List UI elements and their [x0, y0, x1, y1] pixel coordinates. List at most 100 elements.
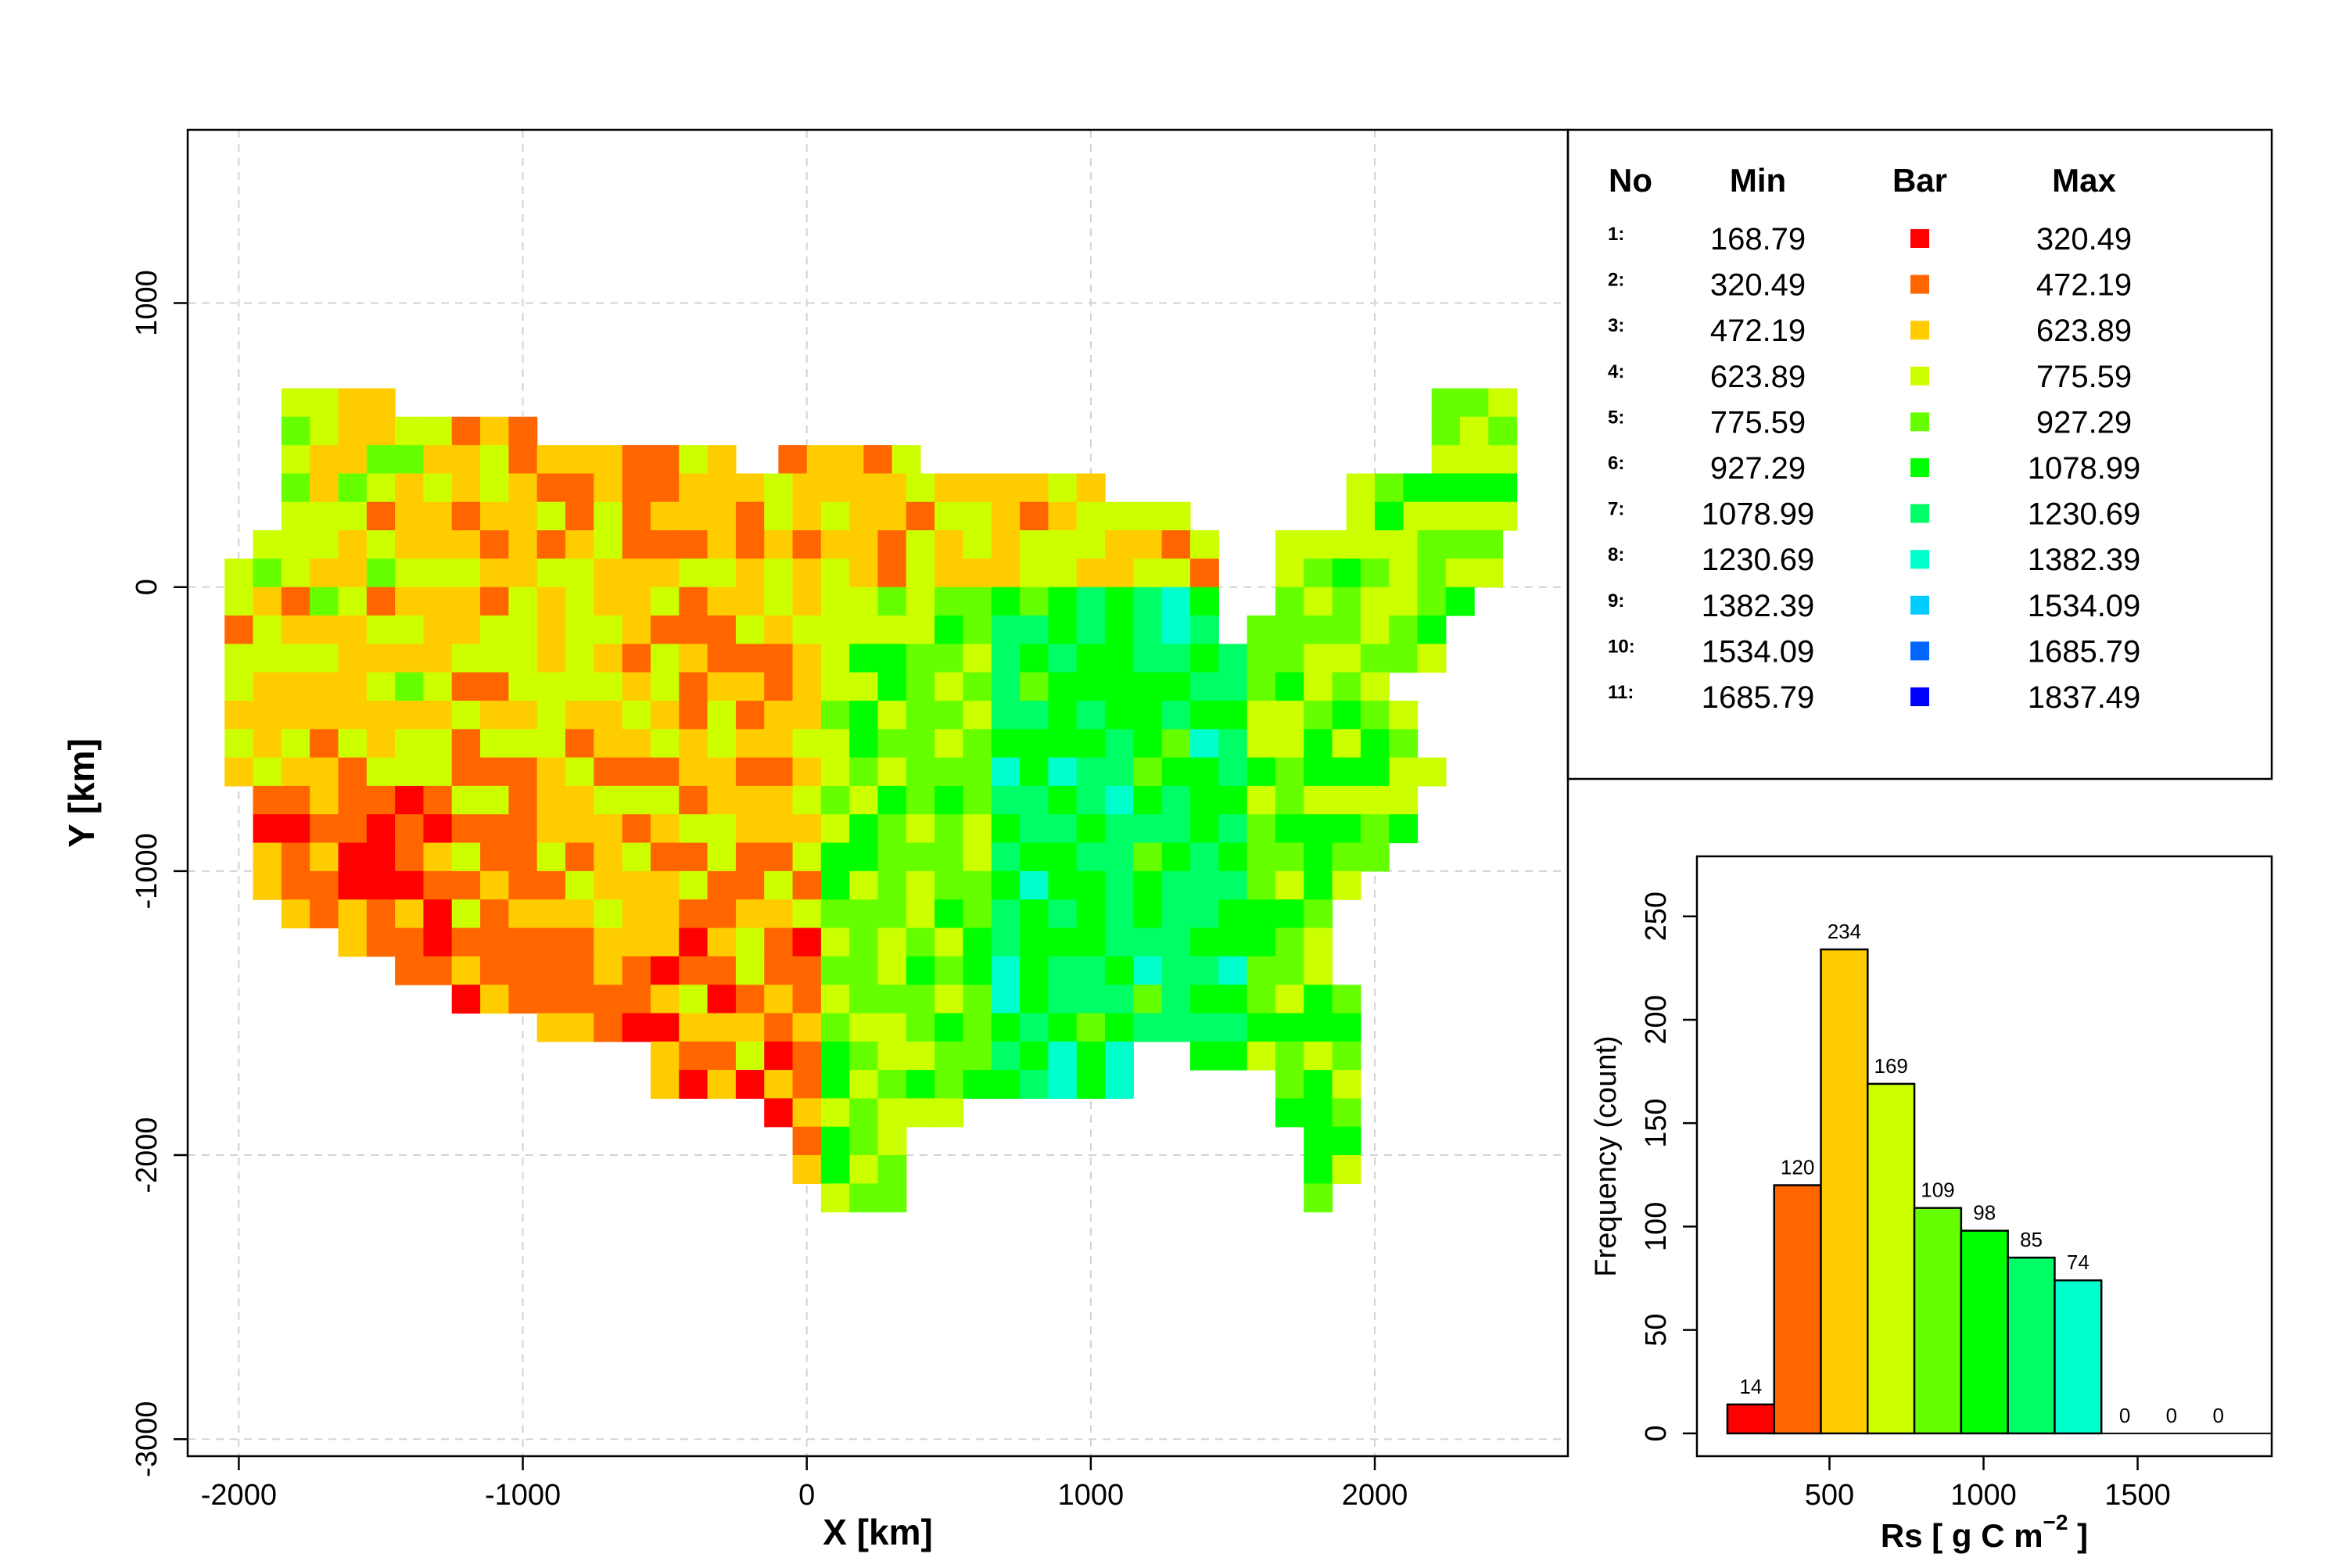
map-cell: [849, 530, 879, 559]
map-cell: [735, 1041, 765, 1071]
map-cell: [849, 1155, 879, 1184]
map-cell: [849, 501, 879, 531]
map-cell: [622, 757, 651, 787]
map-cell: [1076, 672, 1106, 701]
map-cell: [423, 928, 453, 957]
map-cell: [508, 814, 538, 844]
map-cell: [480, 928, 509, 957]
map-cell: [1304, 757, 1333, 787]
map-cell: [906, 501, 935, 531]
map-cell: [536, 1013, 566, 1042]
map-cell: [451, 757, 481, 787]
map-cell: [679, 814, 708, 844]
map-cell: [1332, 587, 1361, 616]
map-cell: [707, 644, 737, 673]
map-cell: [594, 672, 623, 701]
map-cell: [877, 870, 907, 900]
histogram-bar-label: 85: [2020, 1228, 2043, 1251]
map-cell: [1020, 473, 1049, 503]
map-cell: [508, 757, 538, 787]
map-cell: [650, 530, 680, 559]
map-cell: [1048, 644, 1078, 673]
legend-row-color-swatch: [1910, 458, 1929, 477]
map-cell: [1360, 814, 1390, 844]
map-cell: [679, 757, 708, 787]
map-cell: [366, 388, 396, 418]
map-cell: [735, 530, 765, 559]
map-cell: [338, 416, 368, 446]
map-cell: [735, 672, 765, 701]
map-cell: [338, 501, 368, 531]
map-cell: [508, 700, 538, 730]
map-cell: [877, 785, 907, 815]
legend-row-min: 168.79: [1710, 222, 1806, 257]
map-cell: [1076, 587, 1106, 616]
map-cell: [1189, 644, 1219, 673]
map-cell: [451, 672, 481, 701]
map-cell: [338, 729, 368, 759]
map-cell: [1275, 729, 1304, 759]
map-cell: [1417, 644, 1447, 673]
map-cell: [565, 445, 594, 475]
map-cell: [1218, 870, 1248, 900]
map-cell: [963, 1070, 992, 1100]
map-cell: [1275, 644, 1304, 673]
map-cell: [906, 985, 935, 1014]
map-cell: [991, 899, 1021, 929]
map-cell: [536, 757, 566, 787]
map-cell: [820, 1070, 850, 1100]
map-cell: [1105, 700, 1134, 730]
histogram-bar-label: 0: [2212, 1404, 2223, 1427]
map-cell: [1431, 501, 1461, 531]
map-cell: [1304, 842, 1333, 872]
map-x-tick-label: -2000: [201, 1479, 277, 1512]
map-cell: [707, 672, 737, 701]
map-cell: [1218, 757, 1248, 787]
map-cell: [423, 473, 453, 503]
map-cell: [963, 644, 992, 673]
map-cell: [991, 530, 1021, 559]
map-cell: [281, 501, 310, 531]
map-cell: [1189, 899, 1219, 929]
map-cell: [764, 644, 794, 673]
map-cell: [423, 870, 453, 900]
map-cell: [934, 473, 964, 503]
map-cell: [963, 558, 992, 588]
map-cell: [707, 899, 737, 929]
map-cell: [820, 672, 850, 701]
map-cell: [1275, 587, 1304, 616]
map-cell: [1275, 985, 1304, 1014]
map-cell: [594, 558, 623, 588]
map-cell: [735, 473, 765, 503]
map-cell: [1133, 899, 1163, 929]
map-cell: [792, 1013, 822, 1042]
map-cell: [423, 785, 453, 815]
map-cell: [1275, 530, 1304, 559]
map-cell: [1133, 928, 1163, 957]
map-cell: [806, 445, 836, 475]
map-cell: [451, 870, 481, 900]
map-cell: [764, 1098, 794, 1128]
map-cell: [820, 1155, 850, 1184]
map-cell: [1020, 1041, 1049, 1071]
map-cell: [338, 587, 368, 616]
map-cell: [963, 842, 992, 872]
map-cell: [934, 757, 964, 787]
map-cell: [707, 842, 737, 872]
map-cell: [792, 587, 822, 616]
map-cell: [764, 473, 794, 503]
map-cell: [934, 1041, 964, 1071]
map-cell: [1189, 785, 1219, 815]
map-cell: [1105, 814, 1134, 844]
map-cell: [849, 1013, 879, 1042]
map-cell: [1161, 842, 1191, 872]
map-cell: [679, 870, 708, 900]
map-cell: [849, 700, 879, 730]
map-cell: [963, 729, 992, 759]
map-cell: [1105, 1041, 1134, 1071]
map-cell: [1076, 1070, 1106, 1100]
map-cell: [1304, 1183, 1333, 1213]
map-cell: [536, 501, 566, 531]
histogram-bar: [1773, 1184, 1822, 1435]
